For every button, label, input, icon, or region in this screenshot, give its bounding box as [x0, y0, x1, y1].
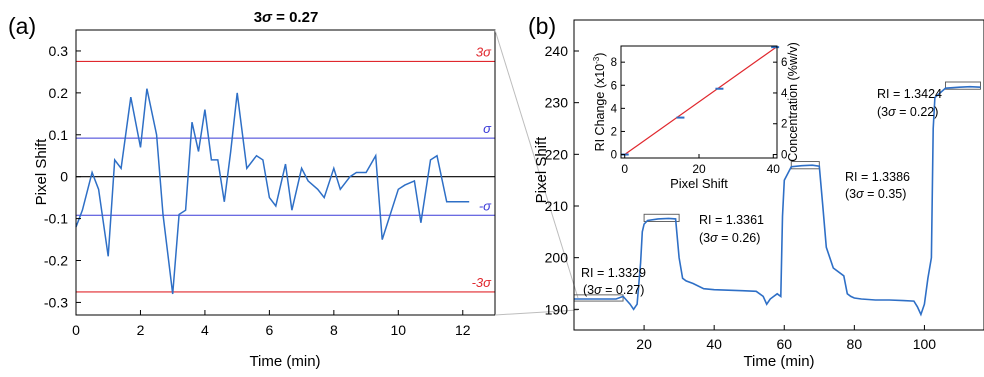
x-tick-label: 0 — [72, 322, 80, 338]
y-tick-label: 8 — [611, 57, 617, 69]
reference-line-labels: 3σ σ -σ -3σ — [472, 44, 493, 290]
annotation-ri-sigma: (3σ = 0.27) — [583, 283, 644, 297]
noise-series-line — [75, 88, 470, 295]
y-tick-label: -0.1 — [44, 211, 68, 227]
reference-line-label: -3σ — [472, 275, 493, 290]
y-tick-label: 220 — [545, 146, 569, 162]
x-tick-label: 8 — [330, 322, 338, 338]
zoom-connector-bottom — [494, 309, 579, 316]
inset-y-ticks-left: 0 2 4 6 8 — [611, 57, 625, 162]
x-tick-label: 80 — [847, 336, 863, 352]
y-tick-label: 190 — [545, 301, 569, 317]
x-tick-label: 10 — [391, 322, 407, 338]
panel-a-label: (a) — [8, 13, 36, 39]
x-tick-label: 40 — [706, 336, 722, 352]
y-tick-label: -0.2 — [44, 253, 68, 269]
x-tick-label: 2 — [137, 322, 145, 338]
x-tick-label: 4 — [201, 322, 209, 338]
panel-a-title: 3σ = 0.27 — [254, 9, 319, 26]
panel-a: (a) 3σ = 0.27 3σσ-σ-3σ 0 2 4 6 8 10 12 -0.3-0.… — [8, 9, 496, 370]
zoom-connector-top — [494, 29, 579, 299]
inset-x-axis-label: Pixel Shift — [670, 176, 728, 191]
y-tick-label: 0 — [611, 150, 617, 162]
x-axis-ticks-a: 0 2 4 6 8 10 12 — [72, 310, 471, 338]
y-tick-right-label: 0 — [781, 150, 787, 162]
plot-area-b — [573, 19, 984, 331]
y-axis-ticks-a: -0.3 -0.2 -0.1 0 0.1 0.2 0.3 — [44, 43, 81, 310]
reference-line-label: -σ — [479, 198, 492, 213]
y-tick-right-label: 4 — [781, 88, 788, 100]
reference-lines — [76, 60, 495, 293]
y-tick-label: 240 — [545, 43, 569, 59]
average-window-box — [643, 213, 680, 222]
y-tick-label: 0.3 — [49, 43, 69, 59]
x-tick-label: 20 — [636, 336, 652, 352]
x-tick-label: 40 — [767, 162, 781, 176]
y-tick-label: 0.2 — [49, 85, 69, 101]
panel-b-label: (b) — [528, 13, 556, 39]
inset-x-ticks: 0 20 40 — [621, 154, 780, 176]
annotation-ri-4: RI = 1.3424 (3σ = 0.22) — [877, 87, 942, 119]
annotation-ri-value: RI = 1.3329 — [581, 266, 646, 280]
x-axis-ticks-b: 20 40 60 80 100 — [636, 325, 936, 352]
zoom-connector-lines — [494, 29, 579, 316]
x-axis-label-b: Time (min) — [743, 353, 814, 370]
inset-y-axis-label-left: RI Change (x10-3) — [592, 53, 607, 152]
x-tick-label: 6 — [265, 322, 273, 338]
x-axis-label-a: Time (min) — [249, 353, 320, 370]
reference-line-label: σ — [483, 121, 492, 136]
inset-fit-line — [624, 46, 778, 155]
y-axis-ticks-b: 190 200 210 220 230 240 — [545, 43, 579, 317]
x-tick-label: 100 — [913, 336, 937, 352]
reference-line-label: 3σ — [476, 44, 492, 59]
calibration-inset: 0 20 40 0 2 4 6 8 0 2 4 6 Pixel Shift RI Change (… — [592, 42, 800, 191]
average-window-box — [945, 81, 981, 90]
average-window-box — [790, 161, 820, 170]
annotation-ri-value: RI = 1.3361 — [699, 213, 764, 227]
annotation-ri-sigma: (3σ = 0.26) — [699, 231, 760, 245]
y-axis-label-a: Pixel Shift — [33, 138, 50, 206]
annotation-ri-sigma: (3σ = 0.35) — [845, 187, 906, 201]
x-tick-label: 0 — [621, 162, 628, 176]
annotation-ri-sigma: (3σ = 0.22) — [877, 105, 938, 119]
y-tick-label: 2 — [611, 126, 617, 138]
inset-y-axis-label-right: Concentration (%w/v) — [786, 42, 800, 162]
y-tick-label: 230 — [545, 95, 569, 111]
plot-area-a — [75, 29, 496, 316]
y-axis-label-b: Pixel Shift — [533, 136, 550, 204]
y-tick-right-label: 6 — [781, 57, 787, 69]
y-tick-label: 0 — [60, 169, 68, 185]
y-tick-label: 6 — [611, 80, 617, 92]
y-tick-label: 200 — [545, 250, 569, 266]
x-tick-label: 20 — [692, 162, 706, 176]
y-tick-right-label: 2 — [781, 119, 787, 131]
annotation-ri-3: RI = 1.3386 (3σ = 0.35) — [845, 170, 910, 201]
annotation-ri-value: RI = 1.3424 — [877, 87, 942, 101]
x-tick-label: 60 — [776, 336, 792, 352]
x-tick-label: 12 — [455, 322, 471, 338]
y-tick-label: 210 — [545, 198, 569, 214]
y-tick-label: -0.3 — [44, 294, 68, 310]
y-tick-label: 4 — [611, 103, 618, 115]
annotation-ri-1: RI = 1.3329 (3σ = 0.27) — [581, 266, 646, 297]
inset-y-ticks-right: 0 2 4 6 — [773, 57, 788, 162]
annotation-ri-value: RI = 1.3386 — [845, 170, 910, 184]
annotation-ri-2: RI = 1.3361 (3σ = 0.26) — [699, 213, 764, 245]
sensor-series-line — [574, 85, 981, 317]
y-tick-label: 0.1 — [49, 127, 69, 143]
